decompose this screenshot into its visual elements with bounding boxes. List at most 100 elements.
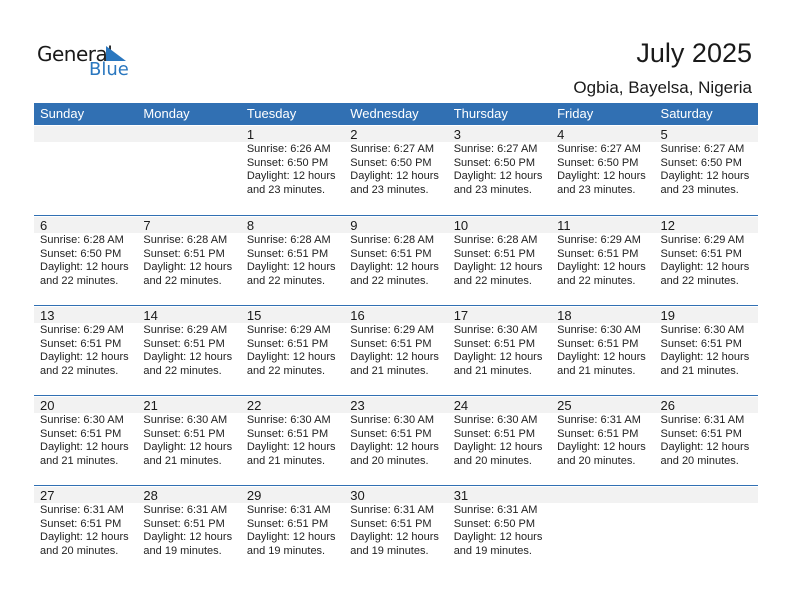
sunset-text: Sunset: 6:50 PM <box>350 156 432 169</box>
day-number: 29 <box>246 488 262 503</box>
sunset-text: Sunset: 6:51 PM <box>143 517 225 530</box>
date-band <box>34 126 758 142</box>
sunrise-text: Sunrise: 6:29 AM <box>246 324 331 336</box>
day-cell: 4 Sunrise: 6:27 AM Sunset: 6:50 PM Daylight… <box>551 125 654 197</box>
sunrise-text: Sunrise: 6:28 AM <box>350 234 435 246</box>
daylight-minutes-text: and 19 minutes. <box>246 544 326 557</box>
sunrise-text: Sunrise: 6:30 AM <box>350 414 435 426</box>
daylight-minutes-text: and 22 minutes. <box>246 364 326 377</box>
sunrise-text: Sunrise: 6:28 AM <box>40 234 124 246</box>
day-cell: 16 Sunrise: 6:29 AM Sunset: 6:51 PM Dayligh… <box>344 306 447 378</box>
location: Ogbia, Bayelsa, Nigeria <box>573 78 752 97</box>
daylight-text: Daylight: 12 hours <box>350 441 439 453</box>
daylight-text: Daylight: 12 hours <box>350 261 439 273</box>
weekday-header: Sunday Monday Tuesday Wednesday Thursday Frid… <box>34 103 758 125</box>
daylight-minutes-text: and 20 minutes. <box>453 454 532 467</box>
daylight-minutes-text: and 22 minutes. <box>246 274 326 287</box>
sunset-text: Sunset: 6:51 PM <box>143 427 225 440</box>
daylight-minutes-text: and 22 minutes. <box>660 274 739 287</box>
daylight-minutes-text: and 21 minutes. <box>557 364 636 377</box>
daylight-text: Daylight: 12 hours <box>453 441 543 453</box>
sunrise-text: Sunrise: 6:27 AM <box>660 143 745 155</box>
sunset-text: Sunset: 6:51 PM <box>246 247 329 260</box>
day-number: 20 <box>40 398 55 413</box>
daylight-minutes-text: and 21 minutes. <box>660 364 739 377</box>
sunset-text: Sunset: 6:51 PM <box>453 247 536 260</box>
day-cell: 17 Sunrise: 6:30 AM Sunset: 6:51 PM Dayligh… <box>448 306 551 378</box>
day-cell: 18 Sunrise: 6:30 AM Sunset: 6:51 PM Dayligh… <box>551 306 654 378</box>
day-cell: 21 Sunrise: 6:30 AM Sunset: 6:51 PM Dayligh… <box>137 396 240 468</box>
day-number: 6 <box>40 218 48 233</box>
sunset-text: Sunset: 6:50 PM <box>246 156 329 169</box>
day-number: 21 <box>143 398 158 413</box>
day-number: 16 <box>350 308 365 323</box>
daylight-text: Daylight: 12 hours <box>40 441 129 453</box>
sunrise-text: Sunrise: 6:28 AM <box>143 234 228 246</box>
day-number: 31 <box>453 488 469 503</box>
empty-cell <box>34 125 137 197</box>
day-number: 26 <box>660 398 675 413</box>
page-title: July 2025 <box>636 38 752 68</box>
day-cell: 22 Sunrise: 6:30 AM Sunset: 6:51 PM Dayligh… <box>241 396 344 468</box>
sunrise-text: Sunrise: 6:31 AM <box>40 504 124 516</box>
daylight-text: Daylight: 12 hours <box>660 351 750 363</box>
week-days: 13 Sunrise: 6:29 AM Sunset: 6:51 PM Dayligh… <box>34 306 758 378</box>
logo: General Blue <box>37 42 137 82</box>
day-number: 18 <box>557 308 572 323</box>
sunset-text: Sunset: 6:50 PM <box>660 156 742 169</box>
week-days: 1 Sunrise: 6:26 AM Sunset: 6:50 PM Daylight… <box>34 125 758 197</box>
sunset-text: Sunset: 6:51 PM <box>246 337 329 350</box>
sunrise-text: Sunrise: 6:31 AM <box>557 414 641 426</box>
sunset-text: Sunset: 6:51 PM <box>40 337 122 350</box>
week-row: 6 Sunrise: 6:28 AM Sunset: 6:50 PM Daylight… <box>34 215 758 305</box>
sunrise-text: Sunrise: 6:30 AM <box>453 414 538 426</box>
day-cell: 11 Sunrise: 6:29 AM Sunset: 6:51 PM Dayligh… <box>551 216 654 288</box>
sunset-text: Sunset: 6:51 PM <box>246 517 329 530</box>
day-cell: 3 Sunrise: 6:27 AM Sunset: 6:50 PM Daylight… <box>448 125 551 197</box>
day-cell: 6 Sunrise: 6:28 AM Sunset: 6:50 PM Daylight… <box>34 216 137 288</box>
daylight-text: Daylight: 12 hours <box>246 170 336 182</box>
day-cell: 13 Sunrise: 6:29 AM Sunset: 6:51 PM Dayligh… <box>34 306 137 378</box>
day-number: 14 <box>143 308 158 323</box>
daylight-minutes-text: and 21 minutes. <box>143 454 222 467</box>
day-number: 9 <box>350 218 358 233</box>
date-band <box>34 307 758 323</box>
sunrise-text: Sunrise: 6:30 AM <box>660 324 745 336</box>
day-number: 24 <box>453 398 469 413</box>
date-band <box>34 487 758 503</box>
day-cell: 14 Sunrise: 6:29 AM Sunset: 6:51 PM Dayligh… <box>137 306 240 378</box>
day-cell: 20 Sunrise: 6:30 AM Sunset: 6:51 PM Dayligh… <box>34 396 137 468</box>
logo-triangle-icon <box>106 46 126 61</box>
day-number: 15 <box>246 308 262 323</box>
daylight-minutes-text: and 23 minutes. <box>453 183 532 196</box>
day-cell: 29 Sunrise: 6:31 AM Sunset: 6:51 PM Dayligh… <box>241 486 344 558</box>
daylight-minutes-text: and 20 minutes. <box>350 454 429 467</box>
day-number: 11 <box>557 218 571 233</box>
daylight-text: Daylight: 12 hours <box>557 170 646 182</box>
sunrise-text: Sunrise: 6:30 AM <box>143 414 228 426</box>
day-number: 5 <box>660 127 668 142</box>
sunset-text: Sunset: 6:51 PM <box>660 427 742 440</box>
daylight-text: Daylight: 12 hours <box>557 441 646 453</box>
daylight-text: Daylight: 12 hours <box>246 441 336 453</box>
sunrise-text: Sunrise: 6:29 AM <box>350 324 435 336</box>
sunset-text: Sunset: 6:51 PM <box>453 337 536 350</box>
logo-word-general: General <box>37 42 113 66</box>
day-cell: 12 Sunrise: 6:29 AM Sunset: 6:51 PM Dayligh… <box>655 216 758 288</box>
daylight-minutes-text: and 22 minutes. <box>143 274 222 287</box>
daylight-minutes-text: and 22 minutes. <box>557 274 636 287</box>
day-number: 12 <box>660 218 675 233</box>
sunset-text: Sunset: 6:51 PM <box>246 427 329 440</box>
sunset-text: Sunset: 6:51 PM <box>557 427 639 440</box>
daylight-text: Daylight: 12 hours <box>143 441 233 453</box>
daylight-minutes-text: and 23 minutes. <box>350 183 429 196</box>
daylight-text: Daylight: 12 hours <box>40 531 129 543</box>
sunset-text: Sunset: 6:50 PM <box>453 156 536 169</box>
daylight-text: Daylight: 12 hours <box>350 170 439 182</box>
day-number: 22 <box>246 398 262 413</box>
daylight-text: Daylight: 12 hours <box>143 531 233 543</box>
week-row: 13 Sunrise: 6:29 AM Sunset: 6:51 PM Dayligh… <box>34 305 758 395</box>
daylight-text: Daylight: 12 hours <box>143 261 233 273</box>
daylight-minutes-text: and 23 minutes. <box>660 183 739 196</box>
daylight-text: Daylight: 12 hours <box>246 261 336 273</box>
